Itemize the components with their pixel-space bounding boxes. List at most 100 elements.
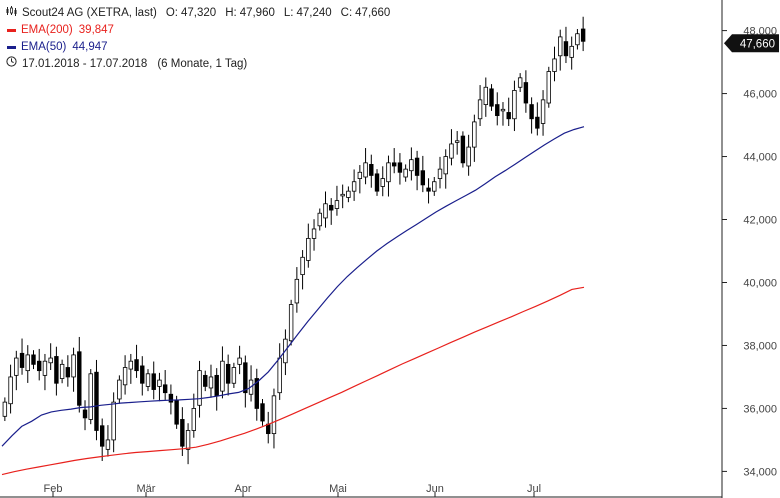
candle bbox=[208, 364, 214, 398]
ema200-swatch bbox=[7, 29, 16, 32]
candle-body bbox=[529, 104, 534, 120]
y-tick-label: 36,000 bbox=[743, 403, 777, 415]
candle bbox=[489, 84, 494, 111]
ema50-label: EMA(50) bbox=[21, 41, 67, 53]
x-tick-label: Apr bbox=[234, 483, 251, 495]
candle-body bbox=[495, 104, 500, 117]
candle-body bbox=[128, 360, 134, 370]
candle bbox=[117, 375, 122, 404]
ema200-label: EMA(200) bbox=[21, 24, 73, 36]
candle-body bbox=[65, 367, 71, 378]
candle bbox=[483, 77, 489, 117]
y-tick-label: 46,000 bbox=[743, 89, 777, 101]
candle-body bbox=[558, 36, 563, 57]
candle-body bbox=[580, 28, 586, 42]
candle-body bbox=[443, 156, 448, 175]
y-tick-label: 38,000 bbox=[743, 340, 777, 352]
candle bbox=[168, 384, 174, 415]
candle bbox=[443, 149, 448, 189]
candle bbox=[432, 177, 437, 196]
candle bbox=[140, 356, 145, 396]
candle-body bbox=[105, 439, 111, 450]
candle-body bbox=[2, 401, 8, 417]
candle bbox=[472, 114, 477, 162]
candle bbox=[54, 346, 59, 396]
candle bbox=[506, 97, 511, 126]
candle-body bbox=[197, 370, 202, 406]
candle bbox=[558, 29, 563, 71]
candle bbox=[454, 131, 460, 155]
x-tick-label: Feb bbox=[44, 483, 63, 495]
candle bbox=[540, 90, 546, 136]
candle bbox=[48, 343, 53, 371]
candle bbox=[495, 92, 500, 126]
candle bbox=[397, 153, 403, 185]
x-tick-label: Mär bbox=[137, 483, 156, 495]
candle-body bbox=[82, 409, 88, 419]
candle-body bbox=[311, 228, 317, 239]
candle bbox=[197, 360, 202, 418]
high-label: H: bbox=[225, 7, 237, 19]
candle-body bbox=[180, 419, 185, 447]
candle-body bbox=[517, 77, 523, 88]
candle-body bbox=[254, 378, 259, 409]
candle-body bbox=[243, 362, 248, 394]
candle-body bbox=[88, 373, 93, 420]
candle-body bbox=[540, 99, 546, 124]
legend-ema50-row: EMA(50) 44,947 bbox=[6, 39, 390, 56]
candle bbox=[329, 198, 334, 225]
y-axis: 34,000 36,000 38,000 40,000 42,000 44,000 46,0… bbox=[721, 0, 777, 498]
candle bbox=[19, 338, 25, 375]
candle bbox=[569, 36, 574, 70]
legend-ema200-row: EMA(200) 39,847 bbox=[6, 22, 390, 39]
candle-body bbox=[449, 143, 454, 159]
clock-icon bbox=[6, 56, 17, 73]
candle bbox=[535, 102, 540, 136]
candle bbox=[346, 186, 351, 203]
candle-body bbox=[277, 357, 282, 394]
candle-body bbox=[374, 173, 380, 192]
candle bbox=[111, 392, 116, 453]
candle-body bbox=[214, 374, 219, 397]
candle-body bbox=[460, 135, 466, 164]
candle bbox=[145, 369, 151, 392]
candle-body bbox=[122, 367, 128, 386]
candle-body bbox=[317, 212, 322, 227]
candle bbox=[380, 166, 385, 197]
candle-body bbox=[535, 116, 540, 129]
candle bbox=[311, 219, 317, 251]
candle bbox=[369, 154, 374, 188]
candle-body bbox=[414, 157, 420, 176]
candle-body bbox=[426, 187, 431, 192]
candle-body bbox=[77, 351, 82, 406]
legend-ohlc-row: Scout24 AG (XETRA, last) O: 47,320 H: 47… bbox=[6, 5, 390, 22]
candle-body bbox=[512, 90, 517, 120]
close-value: 47,660 bbox=[355, 7, 391, 19]
candle bbox=[122, 355, 128, 395]
candle bbox=[317, 208, 322, 231]
candle-body bbox=[54, 356, 59, 384]
candle-body bbox=[168, 393, 174, 403]
y-tick-label: 40,000 bbox=[743, 277, 777, 289]
range-note: (6 Monate, 1 Tag) bbox=[157, 58, 248, 70]
open-label: O: bbox=[165, 7, 178, 19]
candle-body bbox=[306, 238, 311, 261]
candle-body bbox=[220, 360, 225, 392]
ema200-value: 39,847 bbox=[78, 24, 114, 36]
candle-body bbox=[294, 278, 300, 304]
candle bbox=[266, 411, 271, 444]
candle bbox=[174, 395, 179, 429]
candle-body bbox=[266, 423, 271, 435]
candle-body bbox=[19, 352, 25, 368]
candle bbox=[248, 365, 254, 402]
close-label: C: bbox=[340, 7, 353, 19]
candle-body bbox=[380, 178, 385, 187]
candle-body bbox=[506, 112, 511, 120]
candle-body bbox=[357, 171, 363, 179]
candle bbox=[374, 169, 380, 196]
candle-body bbox=[94, 371, 99, 431]
candle-body bbox=[546, 71, 551, 104]
candle bbox=[180, 407, 185, 456]
candle bbox=[260, 398, 265, 426]
